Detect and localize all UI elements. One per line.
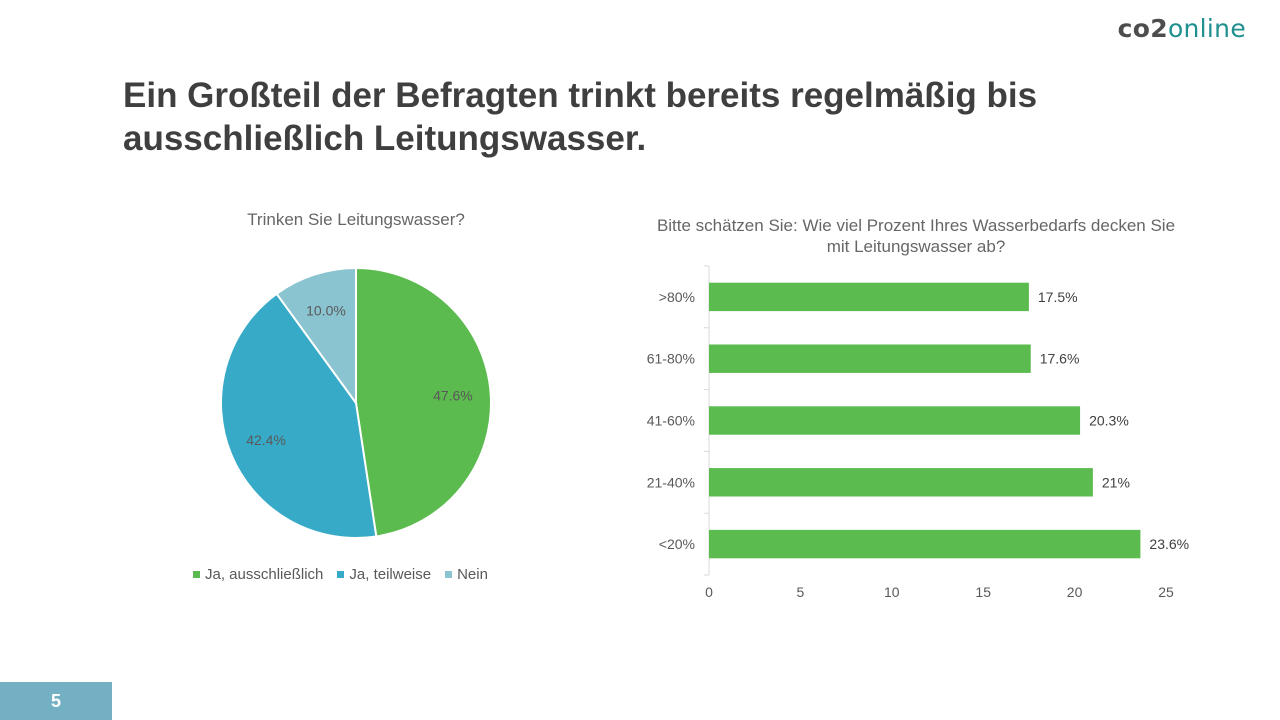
pie-slice-nein (275, 266, 357, 407)
x-tick-label-20: 20 (1067, 584, 1083, 600)
bar-chart-title: Bitte schätzen Sie: Wie viel Prozent Ihr… (656, 216, 1176, 256)
x-tick-label-25: 25 (1158, 584, 1174, 600)
legend-label-nein: Nein (457, 566, 488, 583)
logo-part-online: online (1167, 14, 1246, 43)
legend-label-ja-ausschliesslich: Ja, ausschließlich (205, 566, 324, 583)
slide-title: Ein Großteil der Befragten trinkt bereit… (123, 76, 1038, 158)
co2online-logo: co2online (1118, 14, 1246, 43)
bar-value-label-gt80pct: 17.5% (1038, 289, 1078, 305)
legend-item-ja-teilweise: Ja, teilweise (337, 566, 431, 583)
legend-item-ja-ausschliesslich: Ja, ausschließlich (193, 566, 323, 583)
pie-label-nein: 10.0% (306, 303, 346, 319)
bar-21-40pct (709, 468, 1093, 497)
pie-label-ja-teilweise: 42.4% (246, 432, 286, 448)
pie-slice-ja-teilweise (220, 292, 378, 539)
pie-slice-ja-ausschliesslich (355, 266, 492, 538)
bar-category-label-61-80pct: 61-80% (647, 351, 695, 367)
bar-61-80pct (709, 344, 1031, 373)
x-tick-label-15: 15 (975, 584, 991, 600)
pie-legend: Ja, ausschließlich Ja, teilweise Nein (193, 566, 488, 583)
legend-label-ja-teilweise: Ja, teilweise (349, 566, 432, 583)
logo-part-co2: co2 (1117, 14, 1168, 43)
pie-label-ja-ausschliesslich: 47.6% (433, 388, 473, 404)
legend-swatch-ja-ausschliesslich (193, 571, 200, 578)
x-tick-label-10: 10 (884, 584, 900, 600)
bar-41-60pct (709, 406, 1081, 435)
bar-lt20pct (709, 529, 1141, 559)
pie-chart-title: Trinken Sie Leitungswasser? (247, 210, 465, 229)
x-tick-label-5: 5 (797, 584, 805, 600)
legend-item-nein: Nein (445, 566, 488, 583)
legend-swatch-ja-teilweise (337, 571, 345, 578)
bar-category-label-gt80pct: >80% (659, 289, 695, 305)
bar-gt80pct (709, 282, 1029, 312)
x-tick-label-0: 0 (705, 584, 713, 600)
legend-swatch-nein (445, 571, 453, 578)
bar-value-label-41-60pct: 20.3% (1089, 413, 1129, 429)
bar-category-label-21-40pct: 21-40% (647, 474, 695, 490)
bar-value-label-21-40pct: 21% (1102, 474, 1130, 490)
bar-category-label-lt20pct: <20% (659, 536, 695, 552)
page-number: 5 (0, 682, 112, 720)
bar-value-label-61-80pct: 17.6% (1040, 351, 1080, 367)
bar-value-label-lt20pct: 23.6% (1149, 536, 1189, 552)
bar-category-label-41-60pct: 41-60% (647, 413, 695, 429)
